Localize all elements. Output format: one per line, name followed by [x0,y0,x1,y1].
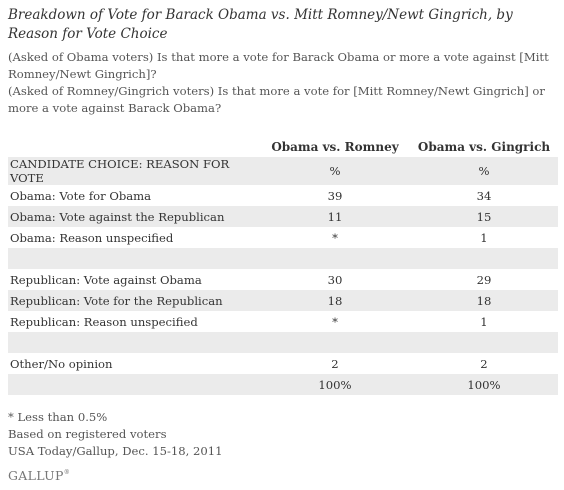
gingrich-value: 15 [410,206,558,227]
gingrich-value: 34 [476,188,492,203]
romney-value [260,248,410,269]
romney-value: 100% [260,374,410,395]
table-header-row: Obama vs. Romney Obama vs. Gingrich [8,137,558,157]
table-row-spacer [8,332,558,353]
question-note-republican: (Asked of Romney/Gingrich voters) Is tha… [8,84,545,115]
table-row: Other/No opinion 2 2 [8,353,558,374]
romney-value: 30 [327,272,343,287]
table-row: Republican: Reason unspecified * 1 [8,311,558,332]
gingrich-value [410,332,558,353]
table-row-total: 100% 100% [8,374,558,395]
gallup-logo: GALLUP® [8,468,70,483]
question-note-obama: (Asked of Obama voters) Is that more a v… [8,50,549,81]
row-label: Obama: Reason unspecified [10,230,174,245]
romney-value: 39 [327,188,343,203]
row-label: Other/No opinion [10,356,113,371]
row-label [8,332,260,353]
gallup-logo-text: GALLUP [8,468,64,483]
romney-value: * [332,314,338,329]
gingrich-value: 18 [410,290,558,311]
table-row: Obama: Vote against the Republican 11 15 [8,206,558,227]
table-row: Obama: Vote for Obama 39 34 [8,185,558,206]
footnotes: * Less than 0.5% Based on registered vot… [8,409,556,460]
table-row: Republican: Vote for the Republican 18 1… [8,290,558,311]
footnote-source: USA Today/Gallup, Dec. 15-18, 2011 [8,444,223,458]
row-label: Obama: Vote against the Republican [8,206,260,227]
row-label: CANDIDATE CHOICE: REASON FOR VOTE [8,157,260,185]
table-row: CANDIDATE CHOICE: REASON FOR VOTE % % [8,157,558,185]
footnote-sample: Based on registered voters [8,427,167,441]
gingrich-value: 1 [480,230,488,245]
row-label: Obama: Vote for Obama [10,188,152,203]
table-row-spacer [8,248,558,269]
gingrich-value: 29 [476,272,492,287]
gingrich-value: % [410,157,558,185]
table-row: Republican: Vote against Obama 30 29 [8,269,558,290]
romney-value: * [332,230,338,245]
gingrich-value: 1 [480,314,488,329]
question-notes: (Asked of Obama voters) Is that more a v… [8,49,556,117]
romney-value: 2 [331,356,339,371]
romney-value: 18 [260,290,410,311]
romney-value: 11 [260,206,410,227]
row-label [8,374,260,395]
footnote-less-than: * Less than 0.5% [8,410,108,424]
row-label: Republican: Vote for the Republican [8,290,260,311]
table-row: Obama: Reason unspecified * 1 [8,227,558,248]
page: Breakdown of Vote for Barack Obama vs. M… [0,6,564,490]
results-table: Obama vs. Romney Obama vs. Gingrich CAND… [8,137,558,395]
romney-value: % [260,157,410,185]
column-header-gingrich: Obama vs. Gingrich [417,140,551,154]
gingrich-value: 100% [410,374,558,395]
column-header-romney: Obama vs. Romney [271,140,399,154]
row-label [8,248,260,269]
romney-value [260,332,410,353]
gingrich-value: 2 [480,356,488,371]
row-label: Republican: Vote against Obama [10,272,202,287]
registered-mark-icon: ® [63,469,70,476]
row-label: Republican: Reason unspecified [10,314,198,329]
page-title: Breakdown of Vote for Barack Obama vs. M… [8,7,513,42]
column-header-blank [8,137,260,157]
gingrich-value [410,248,558,269]
